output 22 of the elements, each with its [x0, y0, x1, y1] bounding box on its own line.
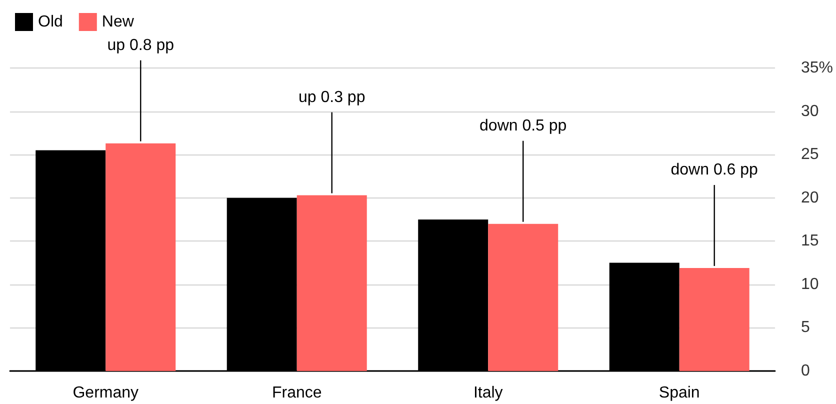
bar [106, 143, 176, 371]
y-tick-label: 35% [800, 60, 834, 76]
y-tick-label: 30 [800, 102, 819, 120]
x-tick-label: France [272, 384, 322, 402]
y-tick-label: 25 [800, 146, 819, 164]
y-tick-label: 20 [800, 189, 819, 206]
annotation: down 0.6 pp [670, 161, 758, 178]
x-tick-label: Spain [658, 384, 700, 402]
x-tick-label: Germany [72, 384, 139, 402]
annotation: down 0.5 pp [480, 117, 567, 134]
annotation: up 0.3 pp [298, 88, 366, 106]
y-tick-label: 15 [800, 232, 819, 250]
bar [679, 268, 750, 371]
x-tick-label: Italy [473, 384, 503, 402]
bar [488, 224, 558, 371]
legend-label: New [102, 14, 134, 30]
y-tick-label: 10 [800, 276, 819, 293]
y-tick-label: 0 [800, 362, 810, 380]
legend-label: Old [38, 14, 63, 30]
annotation: up 0.8 pp [107, 36, 174, 54]
y-tick-label: 5 [800, 319, 810, 336]
bar [296, 195, 367, 371]
